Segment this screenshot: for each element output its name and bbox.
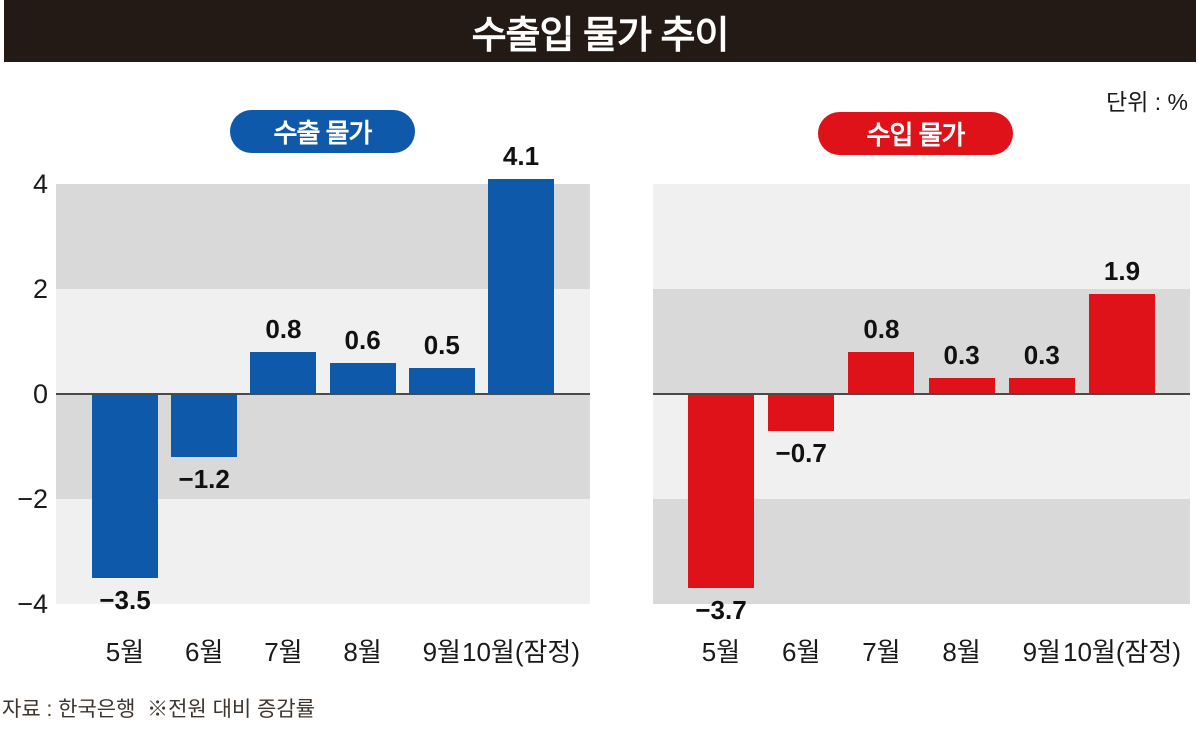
zero-line [653, 393, 1190, 395]
grid-band [653, 184, 1190, 289]
x-tick-label: 8월 [343, 637, 382, 667]
bar [488, 178, 554, 394]
x-tick-label: 8월 [942, 637, 981, 667]
bar-value-label: 0.3 [1023, 340, 1060, 371]
export-plot-area: −3.5 5월 −1.2 6월 0.8 7월 0.6 8월 0.5 9월 4.1 10월(잠정) [56, 141, 590, 667]
bar [688, 394, 754, 589]
bar-value-label: −1.2 [178, 464, 230, 494]
bar-value-label: 0.3 [943, 340, 980, 371]
bar [928, 378, 995, 394]
x-tick-label: 6월 [781, 637, 821, 667]
bar-value-label: −3.7 [695, 595, 747, 626]
bar [250, 352, 317, 394]
page-title: 수출입 물가 추이 [471, 14, 730, 57]
bar [848, 352, 915, 394]
x-tick-label: 5월 [105, 637, 145, 667]
bar-value-label: −0.7 [775, 437, 827, 468]
bar-value-label: 0.6 [344, 324, 381, 355]
bar-value-label: 0.8 [265, 314, 302, 344]
bar-value-label: 0.8 [863, 314, 900, 344]
x-tick-label: 9월 [1022, 637, 1061, 667]
bar [92, 394, 158, 578]
y-tick-label: −2 [17, 484, 48, 514]
zero-line [56, 393, 590, 395]
bar-value-label: 0.5 [423, 329, 460, 360]
bar-value-label: 1.9 [1103, 256, 1141, 287]
x-tick-label: 9월 [422, 637, 461, 667]
x-tick-label: 10월(잠정) [462, 637, 580, 667]
x-tick-label: 7월 [264, 637, 303, 667]
x-tick-label: 6월 [184, 637, 224, 667]
y-tick-label: −4 [17, 589, 48, 619]
bar-value-label: −3.5 [99, 584, 151, 615]
y-tick-label: 0 [32, 379, 48, 409]
legend-pill-export: 수출 물가 [230, 110, 415, 153]
unit-label: 단위 : % [1106, 89, 1188, 115]
bar-value-label: 4.1 [502, 140, 540, 171]
x-tick-label: 5월 [701, 637, 741, 667]
bar [408, 367, 475, 394]
x-tick-label: 7월 [862, 637, 901, 667]
source-note: 자료 : 한국은행 ※전원 대비 증감률 [2, 698, 316, 721]
x-tick-label: 10월(잠정) [1063, 637, 1181, 667]
bar [768, 394, 835, 431]
title-bar: 수출입 물가 추이 [4, 0, 1196, 62]
bar [329, 362, 396, 394]
bar [1089, 294, 1155, 394]
y-tick-label: 2 [32, 274, 48, 304]
bar [1008, 378, 1075, 394]
y-tick-label: 4 [32, 169, 48, 199]
bar [171, 394, 238, 457]
legend-pill-import: 수입 물가 [818, 112, 1013, 155]
import-plot-area: −3.7 5월 −0.7 6월 0.8 7월 0.3 8월 0.3 9월 1.9 10월(잠정) [653, 184, 1190, 667]
